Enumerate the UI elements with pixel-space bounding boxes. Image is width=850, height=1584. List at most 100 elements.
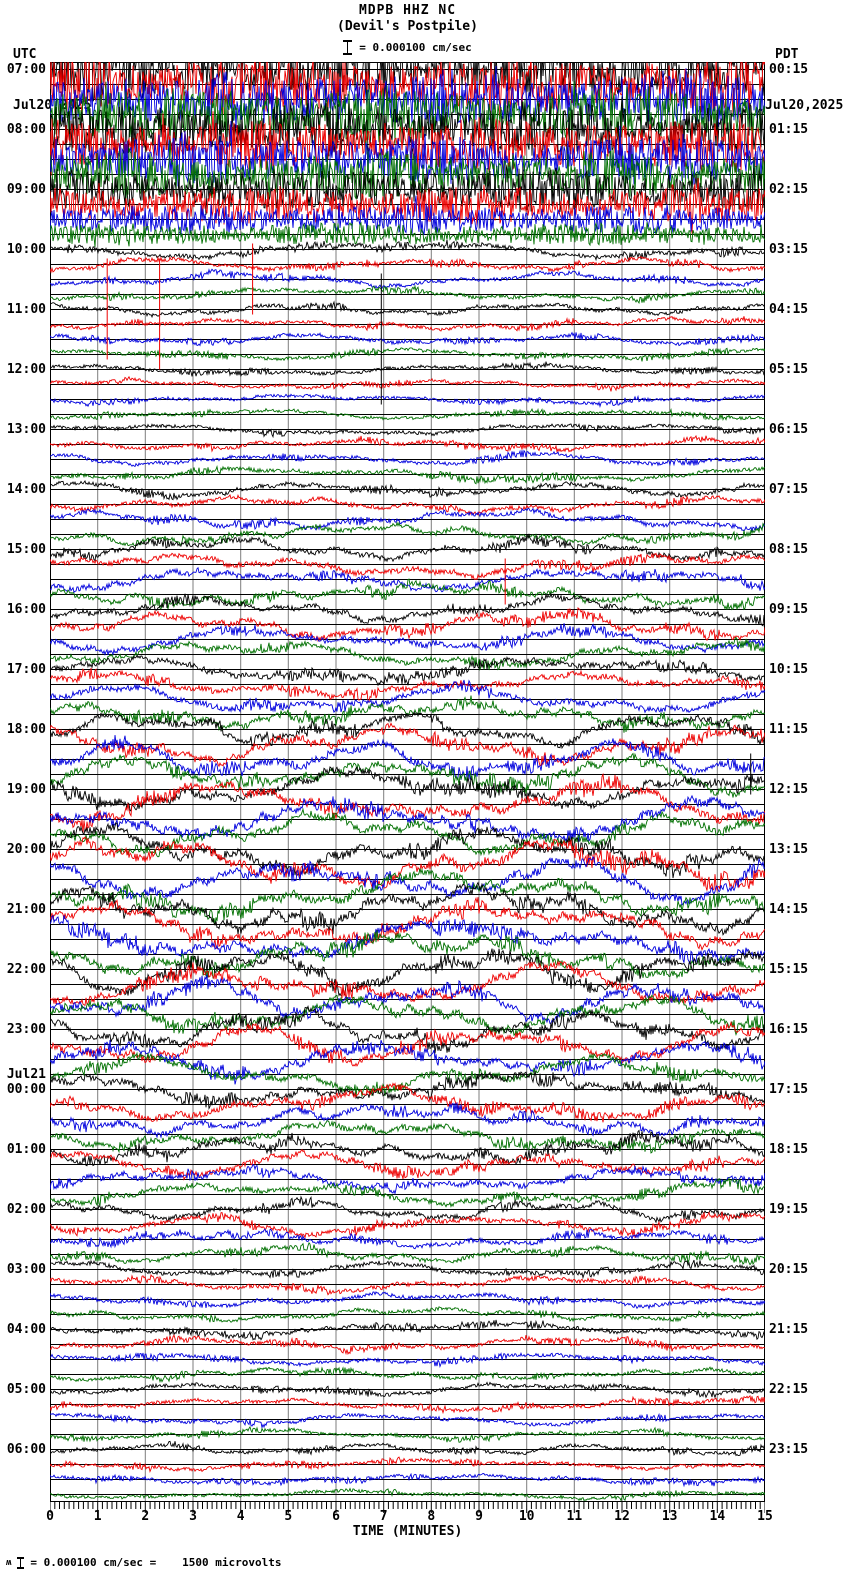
utc-hour-label: 15:00 (6, 542, 46, 557)
utc-hour-label: 20:00 (6, 842, 46, 857)
trace-row (50, 1242, 765, 1266)
trace-row (50, 1440, 765, 1457)
pdt-hour-label: 17:15 (769, 1082, 809, 1097)
trace-row (50, 1082, 765, 1123)
scale-bar-icon (343, 40, 353, 55)
trace-row (50, 62, 765, 110)
utc-hour-label: 23:00 (6, 1022, 46, 1037)
timezone-left-label: UTC (13, 47, 37, 62)
footer-value: 1500 microvolts (162, 1556, 282, 1569)
trace-row (50, 347, 765, 362)
trace-row (50, 1163, 765, 1195)
pdt-hour-label: 22:15 (769, 1382, 809, 1397)
trace-row (50, 521, 765, 547)
trace-row (50, 434, 765, 454)
trace-row (50, 836, 765, 892)
trace-row (50, 1487, 765, 1502)
trace-row (50, 1425, 765, 1443)
utc-hour-label: 07:00 (6, 62, 46, 77)
trace-row (50, 195, 765, 236)
footer-scale-note: ʍ = 0.000100 cm/sec = 1500 microvolts (6, 1556, 281, 1569)
trace-row (50, 1102, 765, 1139)
trace-row (50, 654, 765, 687)
trace-row (50, 623, 765, 656)
trace-row (50, 1472, 765, 1488)
trace-row (50, 667, 765, 703)
trace-row (50, 711, 765, 750)
trace-row (50, 766, 765, 812)
pdt-hour-label: 15:15 (769, 962, 809, 977)
trace-row (50, 1366, 765, 1384)
footer-equation: = 0.000100 cm/sec = (30, 1556, 157, 1569)
trace-row (50, 1228, 765, 1250)
pdt-hour-label: 23:15 (769, 1442, 809, 1457)
x-axis-tick-label: 3 (189, 1509, 197, 1524)
pdt-hour-label: 13:15 (769, 842, 809, 857)
trace-row (50, 393, 765, 408)
x-axis-tick-label: 4 (236, 1509, 245, 1524)
trace-row (50, 239, 765, 263)
trace-row (50, 735, 765, 781)
trace-row (50, 1273, 765, 1296)
trace-row (50, 268, 765, 290)
header-center: MDPB HHZ NC (Devil's Postpile) = 0.00010… (50, 3, 765, 55)
x-axis-tick-label: 2 (141, 1509, 150, 1524)
utc-hour-label: 04:00 (6, 1322, 46, 1337)
pdt-hour-label: 09:15 (769, 602, 809, 617)
trace-row (50, 1291, 765, 1310)
x-axis-tick-label: 0 (46, 1509, 54, 1524)
utc-hour-label: 14:00 (6, 482, 46, 497)
trace-row (50, 449, 765, 468)
x-axis-tick-label: 11 (566, 1509, 583, 1524)
trace-row (50, 636, 765, 671)
x-axis-tick-label: 7 (379, 1509, 388, 1524)
utc-hour-label: 16:00 (6, 602, 46, 617)
utc-hour-label: 19:00 (6, 782, 46, 797)
utc-hour-label: 03:00 (6, 1262, 46, 1277)
utc-hour-label: 06:00 (6, 1442, 46, 1457)
utc-hour-label: 08:00 (6, 122, 46, 137)
x-axis-tick-label: 1 (93, 1509, 102, 1524)
utc-hour-label: 10:00 (6, 242, 46, 257)
x-axis-tick-label: 12 (614, 1509, 630, 1524)
pdt-hour-label: 02:15 (769, 182, 809, 197)
footer-scale-bar-icon (17, 1556, 25, 1569)
trace-row (50, 1129, 765, 1167)
trace-row (50, 1148, 765, 1181)
x-axis-tick-label: 6 (332, 1509, 340, 1524)
trace-row (50, 722, 765, 768)
trace-row (50, 1211, 765, 1240)
trace-row (50, 821, 765, 879)
pdt-hour-label: 07:15 (769, 482, 809, 497)
utc-hour-label: 12:00 (6, 362, 46, 377)
trace-row (50, 1381, 765, 1399)
trace-row (50, 164, 765, 215)
trace-row (50, 361, 765, 377)
pdt-hour-label: 20:15 (769, 1262, 809, 1277)
trace-row (50, 407, 765, 422)
pdt-hour-label: 08:15 (769, 542, 809, 557)
trace-row (50, 881, 765, 936)
trace-row (50, 493, 765, 516)
pdt-hour-label: 12:15 (769, 782, 809, 797)
pdt-hour-label: 14:15 (769, 902, 809, 917)
trace-row (50, 1395, 765, 1415)
trace-row (50, 532, 765, 563)
trace-row (50, 1005, 765, 1054)
trace-row (50, 552, 765, 581)
trace-row (50, 930, 765, 980)
trace-row (50, 591, 765, 627)
trace-row (50, 1334, 765, 1356)
header-right: PDT Jul20,2025 (765, 12, 843, 148)
trace-row (50, 994, 765, 1037)
trace-row (50, 1259, 765, 1280)
trace-row (50, 1195, 765, 1224)
x-axis-tick-label: 8 (427, 1509, 436, 1524)
x-axis-tick-label: 9 (475, 1509, 483, 1524)
pdt-hour-label: 01:15 (769, 122, 809, 137)
trace-row (50, 606, 765, 643)
trace-row (50, 856, 765, 906)
x-axis-tick-label: 13 (661, 1509, 678, 1524)
trace-row (50, 62, 765, 120)
